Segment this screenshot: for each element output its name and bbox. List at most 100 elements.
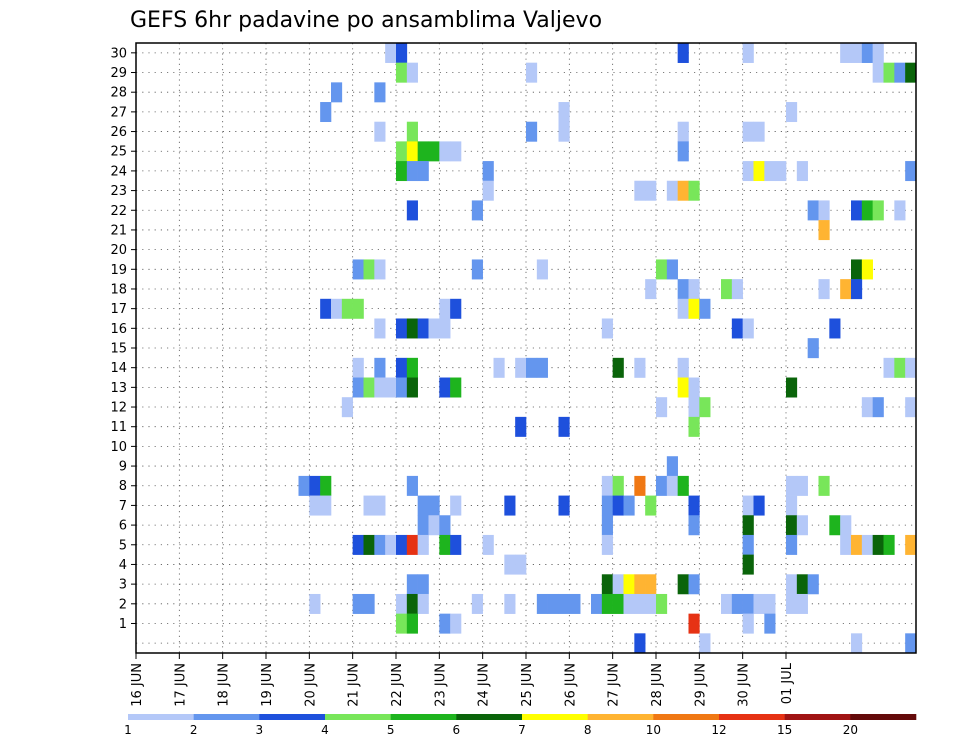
legend-swatch [128,714,194,720]
heatmap-cell [482,180,494,201]
legend-label: 6 [453,723,461,737]
heatmap-cell [688,613,700,634]
y-tick-label: 9 [119,460,127,475]
x-tick-label: 25 JUN [520,663,535,707]
heatmap-cell [439,298,451,319]
heatmap-cell [374,121,386,142]
heatmap-cell [406,613,418,634]
y-tick-label: 8 [119,479,127,494]
heatmap-cell [786,534,798,555]
heatmap-cell [656,593,668,614]
heatmap-cell [840,515,852,536]
heatmap-cell [742,534,754,555]
heatmap-cell [396,593,408,614]
y-tick-label: 16 [110,322,127,337]
y-tick-label: 18 [110,282,127,297]
heatmap-cell [905,633,917,654]
legend-swatch [784,714,851,720]
heatmap-cell [742,495,754,516]
legend-swatch [193,714,260,720]
heatmap-cell [764,161,776,182]
heatmap-cell [515,554,527,575]
heatmap-cell [450,495,462,516]
heatmap-cell [872,534,884,555]
heatmap-cell [385,43,397,63]
x-tick-label: 26 JUN [563,663,578,707]
heatmap-cell [786,475,798,496]
heatmap-cell [731,318,743,339]
heatmap-cell [601,574,613,595]
y-tick-label: 25 [110,145,127,160]
y-tick-label: 13 [110,381,127,396]
heatmap-cell [504,495,516,516]
heatmap-cell [526,357,538,378]
y-tick-label: 29 [110,66,127,81]
heatmap-cell [320,102,332,123]
heatmap-cell [731,279,743,300]
heatmap-cell [591,593,603,614]
heatmap-cell [352,259,364,280]
y-tick-label: 21 [110,223,127,238]
heatmap-cell [428,495,440,516]
heatmap-cell [363,593,375,614]
heatmap-cell [840,43,852,63]
x-tick-label: 30 JUN [737,663,752,707]
color-legend: 1 2 3 4 5 6 7 8 10 12 15 20 [124,714,917,737]
legend-label: 15 [777,723,792,737]
heatmap-cell [406,534,418,555]
y-tick-label: 2 [119,597,127,612]
heatmap-cell [298,475,310,496]
heatmap-cell [406,62,418,83]
heatmap-cell [428,515,440,536]
heatmap-cell [645,574,657,595]
heatmap-cell [558,102,570,123]
heatmap-cell [688,416,700,437]
heatmap-cell [742,593,754,614]
heatmap-cell [861,43,873,63]
heatmap-cell [634,180,646,201]
heatmap-cell [352,593,364,614]
x-tick-label: 23 JUN [433,663,448,707]
heatmap-cell [504,593,516,614]
heatmap-cell [796,593,808,614]
heatmap-cell [417,574,429,595]
heatmap-cell [677,141,689,162]
x-tick-label: 24 JUN [477,663,492,707]
y-tick-label: 26 [110,125,127,140]
y-tick-label: 1 [119,617,127,632]
heatmap-cell [677,43,689,63]
heatmap-cell [829,515,841,536]
heatmap-cell [775,161,787,182]
heatmap-cell [872,62,884,83]
heatmap-cell [677,279,689,300]
heatmap-cell [818,220,830,241]
legend-label: 4 [321,723,329,737]
y-tick-label: 6 [119,519,127,534]
legend-swatch [587,714,654,720]
heatmap-cell [374,259,386,280]
heatmap-cell [742,554,754,575]
heatmap-cell [883,534,895,555]
heatmap-cell [417,141,429,162]
y-tick-label: 22 [110,204,127,219]
heatmap-cell [786,574,798,595]
heatmap-cell [645,180,657,201]
heatmap-cell [796,161,808,182]
heatmap-cell [872,43,884,63]
heatmap-cell [439,377,451,398]
heatmap-cell [721,279,733,300]
y-tick-label: 3 [119,578,127,593]
heatmap-cell [396,141,408,162]
y-tick-label: 14 [110,361,127,376]
heatmap-cell [851,633,863,654]
heatmap-cell [742,43,754,63]
heatmap-cell [482,534,494,555]
x-tick-label: 17 JUN [173,663,188,707]
y-tick-label: 15 [110,342,127,357]
y-tick-label: 24 [110,164,127,179]
heatmap-cell [352,357,364,378]
heatmap-cell [656,259,668,280]
heatmap-cell [439,515,451,536]
heatmap-cell [742,318,754,339]
heatmap-cell [396,377,408,398]
